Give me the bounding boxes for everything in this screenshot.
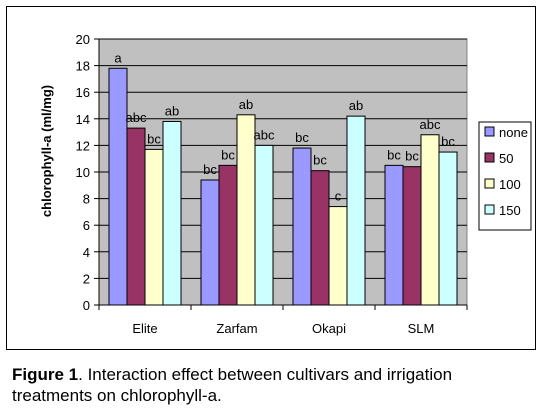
- data-label: bc: [147, 131, 161, 146]
- bar: [144, 148, 164, 306]
- bar: [310, 170, 330, 306]
- figure-caption: Figure 1. Interaction effect between cul…: [12, 364, 532, 406]
- y-axis-title: chlorophyll-a (ml/mg): [39, 85, 54, 217]
- y-tick-label: 4: [83, 245, 90, 260]
- y-tick-label: 2: [83, 271, 90, 286]
- x-tick-label: Elite: [132, 321, 157, 336]
- data-label: c: [335, 189, 342, 204]
- y-tick-label: 10: [76, 165, 90, 180]
- legend-swatch: [484, 204, 495, 215]
- bar-chart: 0 2 4 6 8 10 12 14 16 18 20 Elite Zarfam Okapi SLM a ab…: [39, 32, 532, 336]
- legend: none 50 100 150: [478, 121, 532, 231]
- data-label: abc: [420, 117, 441, 132]
- bar: [200, 179, 220, 306]
- data-label: bc: [387, 147, 401, 162]
- bar: [328, 206, 348, 306]
- y-tick-label: 18: [76, 59, 90, 74]
- bar: [292, 147, 312, 306]
- bar: [402, 166, 422, 306]
- legend-swatch: [484, 126, 495, 137]
- data-label: bc: [313, 153, 327, 168]
- y-tick-label: 8: [83, 192, 90, 207]
- data-label: bc: [405, 149, 419, 164]
- legend-label: none: [499, 125, 528, 140]
- data-label: bc: [221, 147, 235, 162]
- data-label: abc: [126, 110, 147, 125]
- data-label: bc: [203, 162, 217, 177]
- bar: [384, 164, 404, 306]
- y-tick-label: 12: [76, 138, 90, 153]
- bar: [236, 114, 256, 306]
- chart-frame: 0 2 4 6 8 10 12 14 16 18 20 Elite Zarfam Okapi SLM a ab…: [6, 6, 536, 350]
- bar: [218, 164, 238, 306]
- bar: [438, 151, 458, 306]
- bar: [346, 115, 366, 306]
- figure-caption-text: . Interaction effect between cultivars a…: [12, 365, 453, 405]
- y-tick-label: 6: [83, 218, 90, 233]
- legend-label: 100: [499, 177, 521, 192]
- legend-swatch: [484, 178, 495, 189]
- bar: [254, 144, 274, 306]
- data-label: bc: [295, 130, 309, 145]
- x-tick-label: Okapi: [312, 321, 346, 336]
- y-tick-label: 20: [76, 32, 90, 47]
- data-label: a: [114, 50, 122, 65]
- data-label: ab: [239, 97, 253, 112]
- data-label: abc: [254, 127, 275, 142]
- y-tick-label: 0: [83, 298, 90, 313]
- x-tick-label: SLM: [408, 321, 435, 336]
- legend-label: 50: [499, 151, 513, 166]
- legend-swatch: [484, 152, 495, 163]
- bar: [108, 67, 128, 306]
- bar: [162, 120, 182, 306]
- bar: [420, 134, 440, 306]
- y-tick-label: 16: [76, 85, 90, 100]
- data-label: bc: [441, 134, 455, 149]
- data-label: ab: [349, 98, 363, 113]
- y-tick-label: 14: [76, 112, 90, 127]
- x-tick-label: Zarfam: [216, 321, 257, 336]
- bar: [126, 127, 146, 306]
- figure-label: Figure 1: [12, 365, 79, 384]
- data-label: ab: [165, 103, 179, 118]
- legend-label: 150: [499, 203, 521, 218]
